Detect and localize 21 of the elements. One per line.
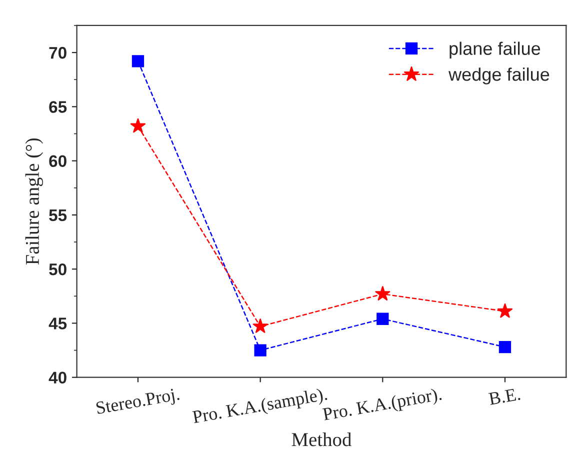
y-tick-label: 65 — [49, 101, 67, 113]
point — [498, 340, 512, 354]
y-tick-label: 45 — [48, 318, 67, 330]
x-axis-title: Method — [292, 432, 352, 446]
point — [497, 303, 513, 318]
x-tick-label: Stereo.Proj. — [96, 388, 180, 418]
y-tick-label: 55 — [49, 210, 67, 222]
y-tick-label: 70 — [49, 46, 66, 59]
x-tick-label: B.E. — [488, 388, 520, 406]
legend-label: plane failue — [450, 42, 540, 59]
point — [132, 55, 144, 68]
y-tick-label: 50 — [49, 263, 66, 276]
point — [374, 286, 390, 301]
point — [376, 312, 389, 325]
y-tick-label: 40 — [48, 372, 66, 384]
y-tick-label: 60 — [49, 155, 66, 168]
legend-label: wedge failue — [448, 68, 550, 84]
point — [252, 318, 268, 334]
point — [254, 344, 266, 356]
point — [130, 118, 146, 133]
y-axis-title: Failure angle (°) — [25, 138, 43, 265]
